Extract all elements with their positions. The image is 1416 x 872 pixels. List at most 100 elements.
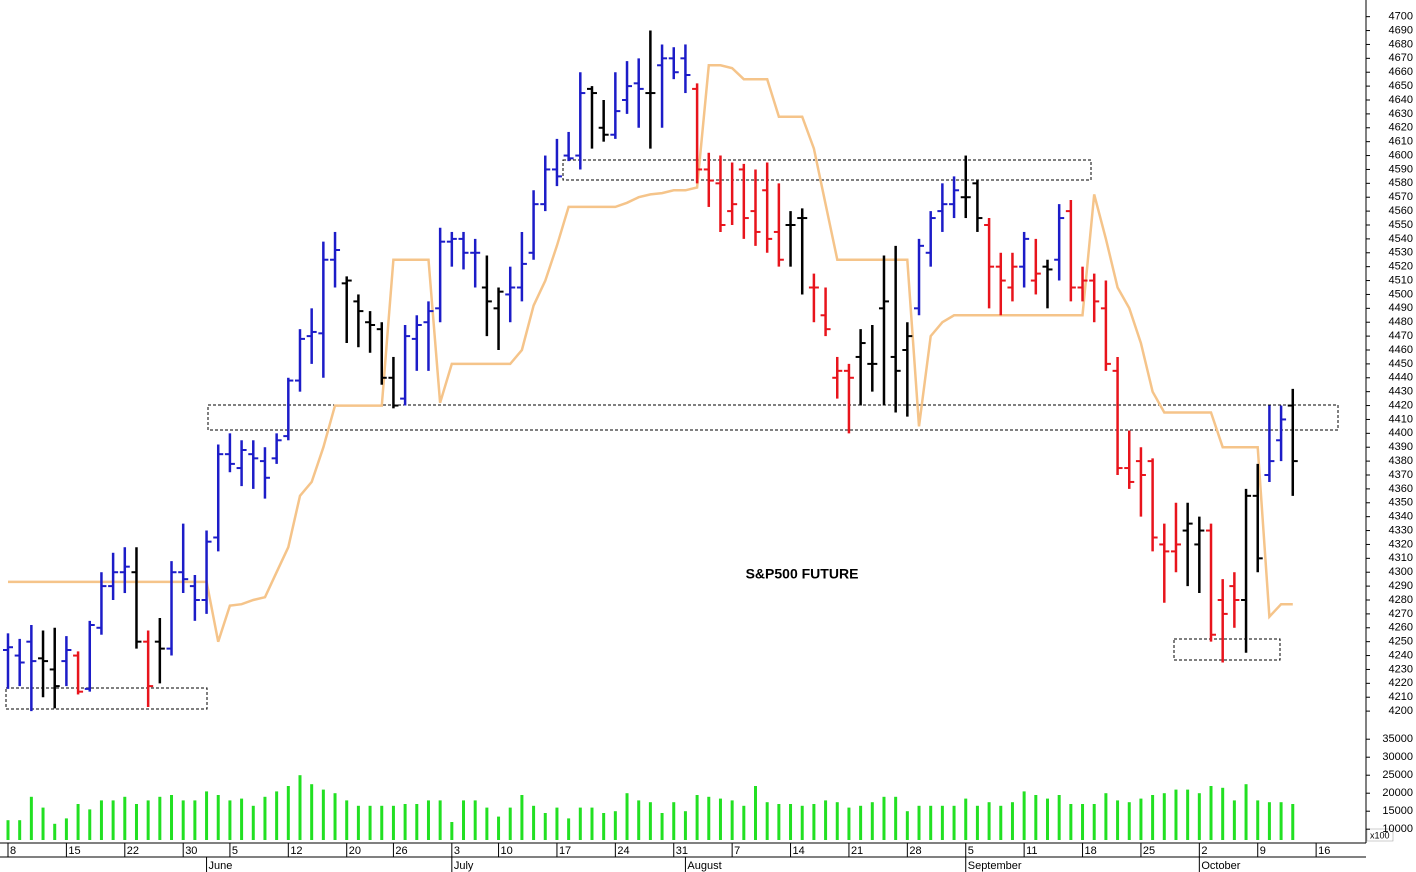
- volume-bar: [870, 802, 874, 840]
- x-tick-label: 26: [395, 845, 407, 857]
- volume-bar: [929, 805, 933, 840]
- volume-bar: [391, 805, 395, 840]
- y-tick-label: 4220: [1389, 677, 1413, 689]
- y-tick-label: 4540: [1389, 233, 1413, 245]
- y-tick-label: 4620: [1389, 122, 1413, 134]
- volume-bar: [999, 805, 1003, 840]
- volume-bar: [345, 800, 349, 840]
- y-tick-label: 4280: [1389, 594, 1413, 606]
- y-tick-label: 4670: [1389, 52, 1413, 64]
- y-tick-label: 4200: [1389, 705, 1413, 717]
- volume-bar: [170, 795, 174, 840]
- y-tick-label: 4350: [1389, 497, 1413, 509]
- volume-bar: [263, 796, 267, 840]
- y-tick-label: 4240: [1389, 649, 1413, 661]
- x-tick-label: 11: [1026, 845, 1037, 857]
- volume-bar: [462, 800, 466, 840]
- volume-bar: [380, 805, 384, 840]
- volume-bar: [134, 804, 138, 840]
- y-tick-label: 4570: [1389, 191, 1413, 203]
- volume-bar: [497, 816, 501, 840]
- volume-bar: [403, 804, 407, 840]
- volume-bar: [41, 807, 45, 840]
- volume-bar: [29, 796, 33, 840]
- pivot-box: [207, 404, 1339, 431]
- x-tick-label: 18: [1085, 845, 1097, 857]
- volume-bar: [415, 804, 419, 840]
- volume-bar: [1186, 789, 1190, 840]
- y-tick-label: 4390: [1389, 441, 1413, 453]
- y-tick-label: 4520: [1389, 261, 1413, 273]
- volume-bar: [251, 805, 255, 840]
- volume-tick-label: 15000: [1382, 805, 1413, 817]
- x-tick-label: 28: [909, 845, 921, 857]
- y-tick-label: 4400: [1389, 427, 1413, 439]
- y-tick-label: 4420: [1389, 399, 1413, 411]
- volume-bar: [1010, 802, 1014, 840]
- volume-bar: [648, 802, 652, 840]
- x-tick-label: 25: [1143, 845, 1155, 857]
- x-tick-label: 5: [968, 845, 974, 857]
- y-tick-label: 4300: [1389, 566, 1413, 578]
- volume-bar: [543, 813, 547, 840]
- volume-bar: [6, 820, 10, 840]
- volume-bar: [613, 811, 617, 840]
- volume-bar: [672, 802, 676, 840]
- month-label: October: [1201, 860, 1240, 872]
- volume-bar: [1045, 798, 1049, 840]
- volume-bar: [952, 805, 956, 840]
- volume-bar: [1174, 789, 1178, 840]
- volume-bar: [473, 800, 477, 840]
- volume-tick-label: 10000: [1382, 823, 1413, 835]
- month-label: August: [687, 860, 721, 872]
- volume-bar: [146, 800, 150, 840]
- volume-bar: [158, 796, 162, 840]
- volume-bar: [1279, 802, 1283, 840]
- volume-bar: [1197, 793, 1201, 840]
- volume-bar: [637, 800, 641, 840]
- volume-bar: [987, 802, 991, 840]
- volume-bar: [88, 809, 92, 840]
- x-tick-label: 22: [127, 845, 139, 857]
- y-tick-label: 4660: [1389, 66, 1413, 78]
- x-tick-label: 5: [232, 845, 238, 857]
- support-box: [5, 687, 208, 710]
- volume-bar: [193, 800, 197, 840]
- y-tick-label: 4440: [1389, 372, 1413, 384]
- volume-bar: [1209, 786, 1213, 840]
- x-tick-label: 9: [1260, 845, 1266, 857]
- overlay-line: [8, 64, 1293, 643]
- volume-bar: [1151, 795, 1155, 840]
- volume-bar: [683, 811, 687, 840]
- volume-bar: [777, 804, 781, 840]
- x-tick-label: 16: [1318, 845, 1330, 857]
- volume-unit: x100: [1370, 830, 1390, 840]
- y-tick-label: 4230: [1389, 663, 1413, 675]
- y-tick-label: 4270: [1389, 608, 1413, 620]
- volume-bar: [1116, 800, 1120, 840]
- resistance-box: [562, 159, 1092, 181]
- volume-tick-label: 25000: [1382, 769, 1413, 781]
- x-tick-label: 8: [10, 845, 16, 857]
- y-tick-label: 4450: [1389, 358, 1413, 370]
- volume-bar: [520, 795, 524, 840]
- volume-bar: [368, 805, 372, 840]
- y-tick-label: 4690: [1389, 24, 1413, 36]
- volume-bar: [205, 791, 209, 840]
- volume-bar: [695, 795, 699, 840]
- volume-bar: [333, 793, 337, 840]
- volume-bar: [567, 818, 571, 840]
- volume-tick-label: 20000: [1382, 787, 1413, 799]
- y-tick-label: 4600: [1389, 149, 1413, 161]
- volume-bar: [555, 807, 559, 840]
- y-tick-label: 4490: [1389, 302, 1413, 314]
- volume-bar: [812, 804, 816, 840]
- volume-bar: [356, 805, 360, 840]
- y-tick-label: 4320: [1389, 538, 1413, 550]
- volume-bar: [660, 813, 664, 840]
- volume-bar: [275, 791, 279, 840]
- x-tick-label: 24: [617, 845, 629, 857]
- x-tick-label: 15: [68, 845, 80, 857]
- x-tick-label: 10: [501, 845, 513, 857]
- volume-bar: [298, 775, 302, 840]
